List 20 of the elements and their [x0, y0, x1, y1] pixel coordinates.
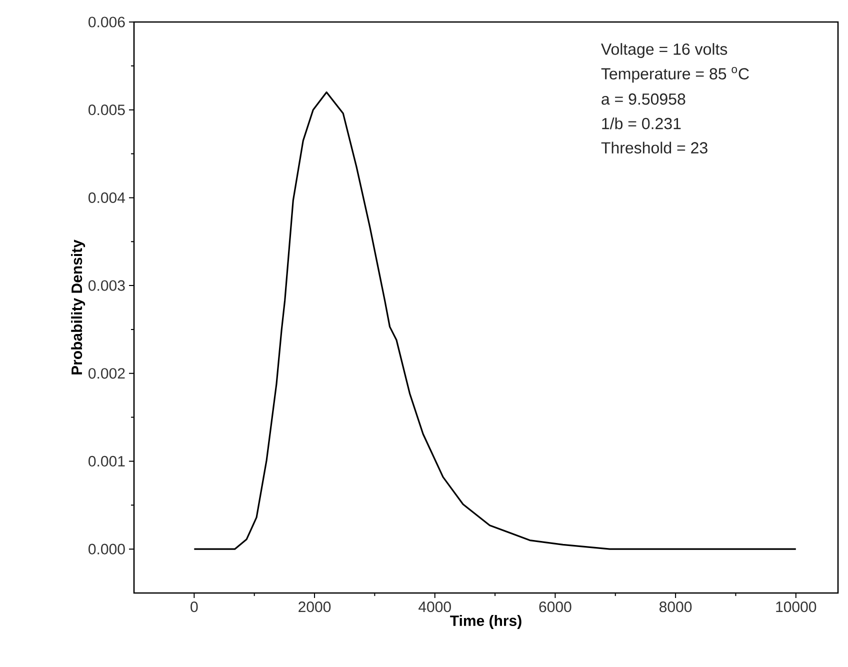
y-tick-label: 0.001: [88, 456, 125, 467]
x-tick-label: 4000: [418, 602, 451, 612]
y-tick-label: 0.004: [88, 192, 126, 203]
y-tick-label: 0.002: [88, 368, 125, 379]
x-axis-title: Time (hrs): [450, 615, 522, 629]
y-tick-label: 0.005: [88, 104, 125, 116]
x-tick-label: 0: [190, 602, 198, 612]
y-tick-label: 0.000: [88, 544, 125, 554]
annotation: 1/b = 0.231: [602, 117, 681, 130]
x-tick-label: 6000: [539, 602, 572, 612]
y-tick-label: 0.003: [88, 280, 125, 291]
x-tick-label: 8000: [660, 602, 692, 612]
annotation: Temperature = 85 $^{o}$C: [601, 67, 749, 83]
y-axis-title: Probability Density: [71, 240, 86, 374]
annotation: Voltage = 16 volts: [601, 43, 728, 58]
x-tick-label: 2000: [298, 602, 331, 612]
y-tick-label: 0.006: [88, 16, 125, 28]
annotation: a = 9.50958: [602, 93, 686, 105]
annotation: Threshold = 23: [601, 142, 708, 154]
x-tick-label: 10000: [776, 602, 816, 612]
